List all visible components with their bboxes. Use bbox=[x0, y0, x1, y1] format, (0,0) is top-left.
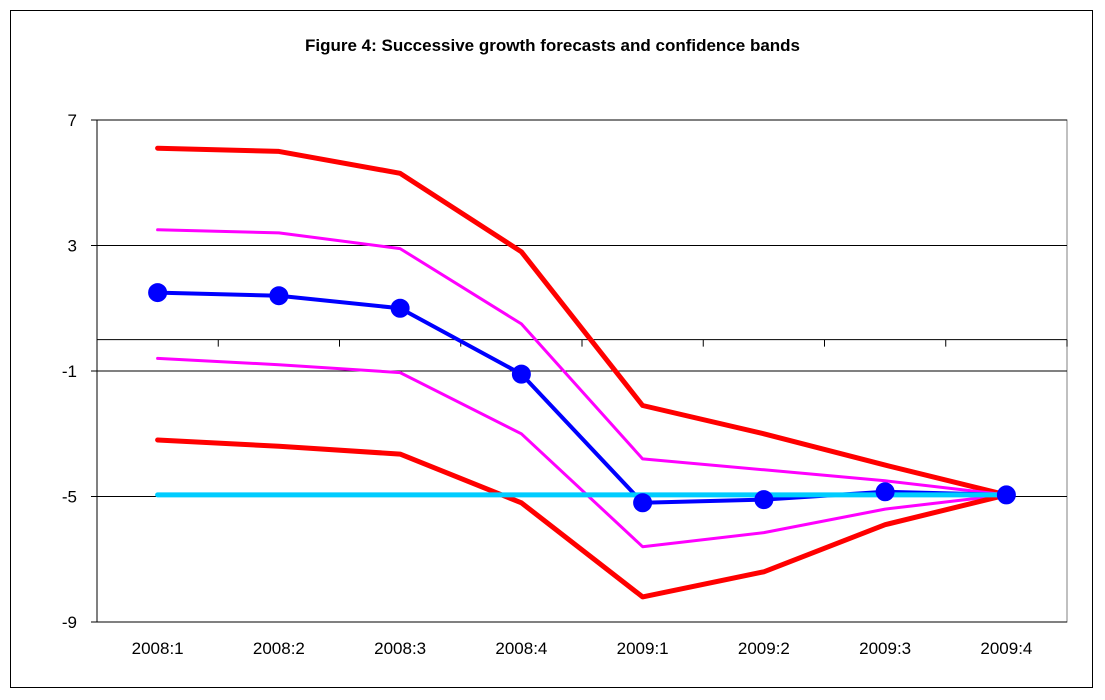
x-tick-label: 2009:3 bbox=[859, 639, 911, 658]
series-line-5 bbox=[155, 437, 1009, 600]
series-line-1 bbox=[155, 145, 1009, 498]
x-tick-label: 2008:1 bbox=[132, 639, 184, 658]
series-3-point bbox=[633, 493, 653, 513]
series-3-point bbox=[390, 298, 410, 318]
y-tick-label: -9 bbox=[62, 613, 77, 632]
y-tick-label: -1 bbox=[62, 362, 77, 381]
y-tick-label: 7 bbox=[68, 111, 77, 130]
y-tick-label: 3 bbox=[68, 237, 77, 256]
chart-frame: Figure 4: Successive growth forecasts an… bbox=[10, 10, 1093, 688]
y-tick-label: -5 bbox=[62, 488, 77, 507]
series-line-3 bbox=[155, 290, 1009, 505]
series-3-point bbox=[511, 364, 531, 384]
x-tick-label: 2009:2 bbox=[738, 639, 790, 658]
series-3-point bbox=[269, 286, 289, 306]
series-3-point bbox=[148, 283, 168, 303]
series-line-4 bbox=[156, 356, 1008, 549]
x-tick-label: 2009:1 bbox=[617, 639, 669, 658]
series-line-2 bbox=[156, 228, 1008, 497]
x-tick-label: 2008:3 bbox=[374, 639, 426, 658]
x-tick-label: 2009:4 bbox=[980, 639, 1032, 658]
series-3-point bbox=[754, 490, 774, 510]
series-3-point bbox=[996, 485, 1016, 505]
x-tick-label: 2008:4 bbox=[495, 639, 547, 658]
chart-title: Figure 4: Successive growth forecasts an… bbox=[304, 36, 801, 55]
series-3-point bbox=[875, 482, 895, 502]
x-tick-label: 2008:2 bbox=[253, 639, 305, 658]
